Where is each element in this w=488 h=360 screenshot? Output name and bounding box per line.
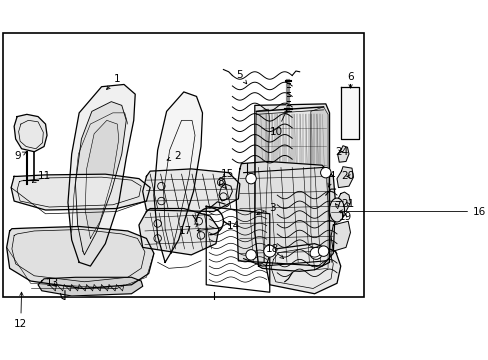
Polygon shape [7,226,154,288]
Circle shape [220,198,229,207]
Polygon shape [139,208,219,255]
Text: 5: 5 [236,71,246,84]
Polygon shape [68,85,135,266]
Polygon shape [254,104,329,271]
Circle shape [411,224,426,238]
Circle shape [263,245,275,257]
Circle shape [61,288,66,294]
Text: 7: 7 [333,201,340,211]
Polygon shape [14,114,47,152]
Polygon shape [310,107,327,270]
Text: 20: 20 [341,171,354,181]
Text: 16: 16 [339,207,485,216]
Text: 24: 24 [335,147,348,157]
Text: 6: 6 [347,72,353,88]
Circle shape [320,167,330,178]
Polygon shape [330,221,350,251]
Polygon shape [336,192,350,212]
Text: 4: 4 [327,171,335,187]
Polygon shape [206,206,269,292]
Text: 11: 11 [32,171,51,182]
Text: 23: 23 [0,359,1,360]
Polygon shape [142,169,240,212]
Polygon shape [219,184,232,201]
Text: 1: 1 [106,74,121,89]
Text: 2: 2 [167,151,181,161]
Text: 14: 14 [197,221,240,232]
Text: 9: 9 [14,151,26,161]
Polygon shape [337,146,348,162]
Polygon shape [265,244,340,294]
Polygon shape [254,109,269,266]
Text: 21: 21 [341,199,354,209]
Circle shape [309,247,322,259]
Polygon shape [336,167,353,188]
Text: 17: 17 [179,224,198,236]
Polygon shape [11,174,150,210]
Polygon shape [85,120,119,238]
Circle shape [383,244,397,258]
Polygon shape [340,87,359,139]
Ellipse shape [329,198,344,222]
Text: 3: 3 [256,203,275,215]
Text: 22: 22 [0,359,1,360]
Text: 10: 10 [269,110,286,136]
Circle shape [245,174,256,184]
Polygon shape [75,102,126,255]
Text: 12: 12 [14,292,27,329]
Text: 15: 15 [219,169,233,185]
Polygon shape [236,161,335,266]
Circle shape [318,246,328,256]
Polygon shape [154,92,202,262]
Circle shape [245,249,256,260]
Text: 18: 18 [265,244,283,258]
Text: 19: 19 [338,212,351,222]
Polygon shape [38,277,142,296]
Text: 8: 8 [216,177,226,189]
Text: 13: 13 [45,278,59,288]
